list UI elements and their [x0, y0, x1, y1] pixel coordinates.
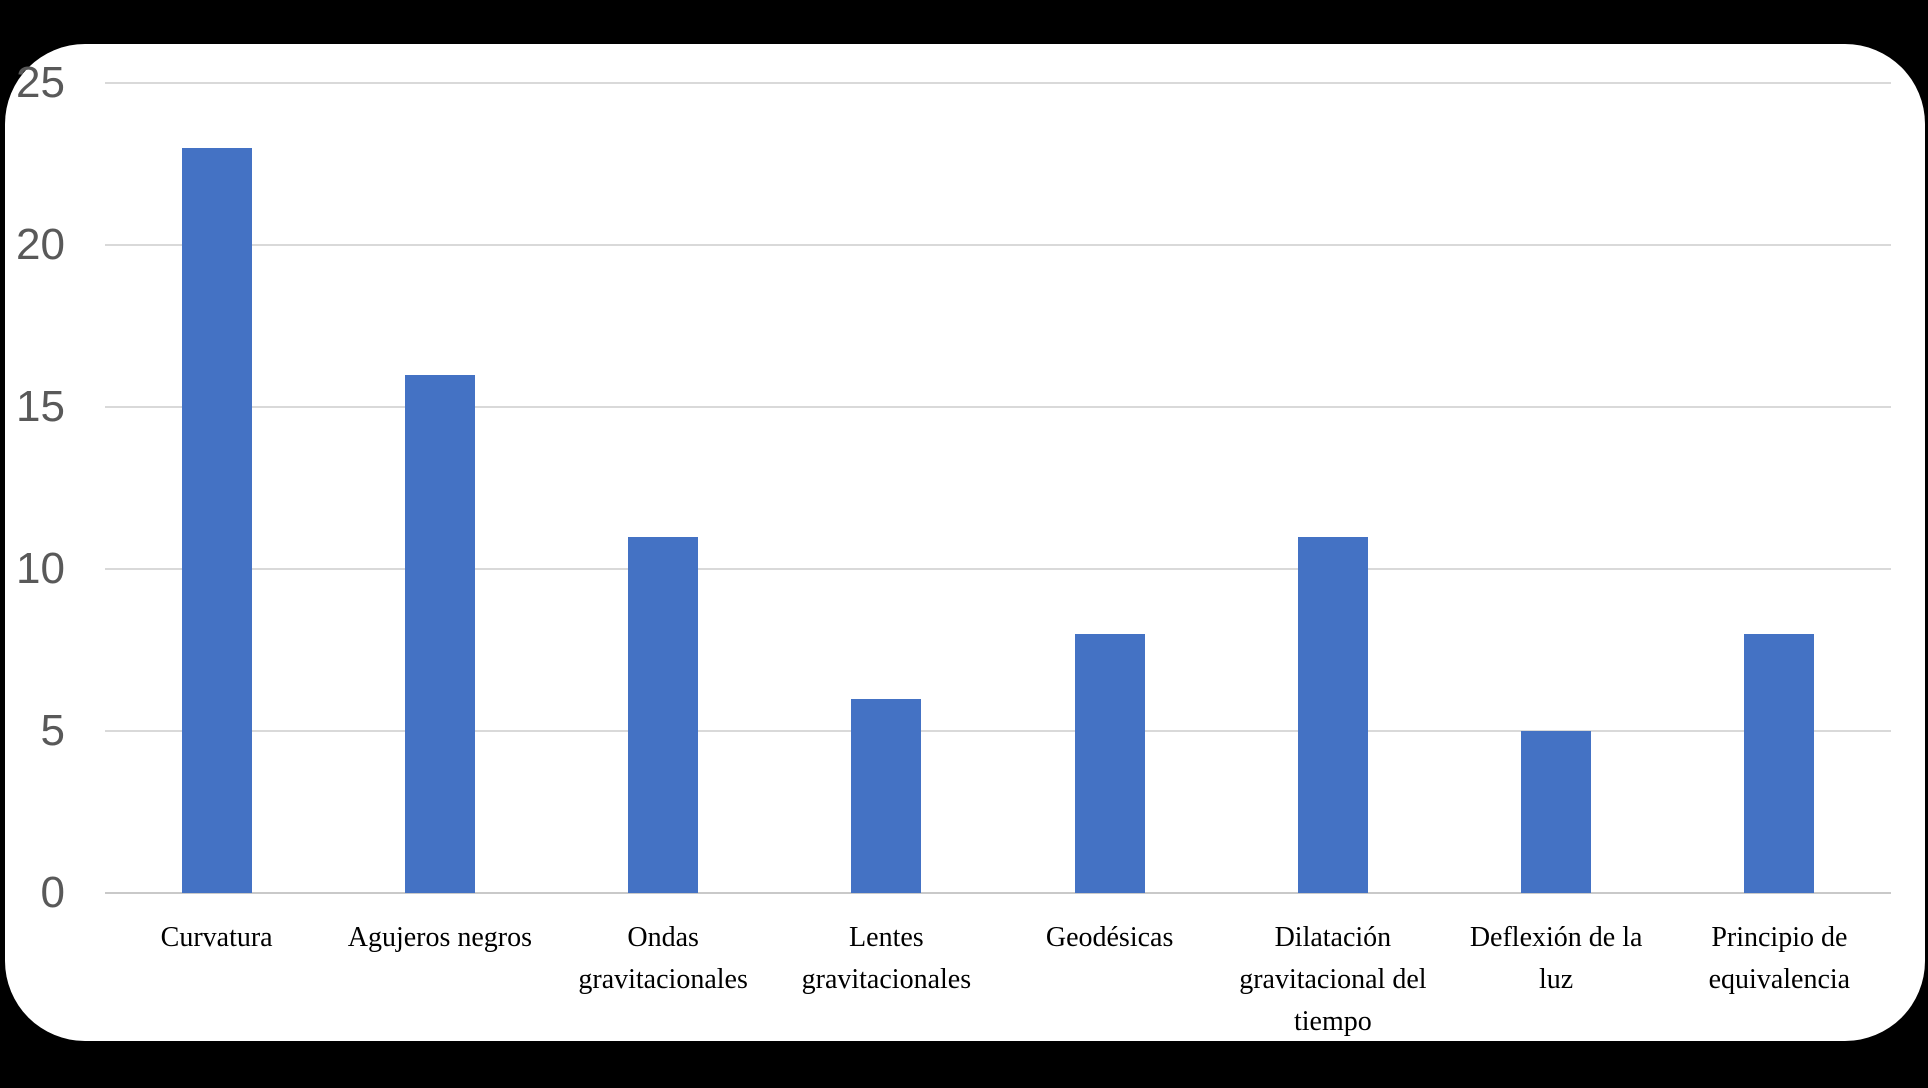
gridline-25	[105, 82, 1891, 84]
x-axis-label-4: Geodésicas	[1045, 922, 1174, 953]
bar-0	[181, 147, 252, 893]
bar-7	[1744, 633, 1815, 893]
y-axis-tick-label-15: 15	[16, 382, 65, 431]
x-axis-label-7: Principio de equivalencia	[1708, 922, 1851, 995]
bar-5	[1297, 536, 1368, 893]
x-axis-label-2: Ondas gravitacionales	[578, 922, 748, 995]
chart-card: Curvatura Agujeros negros Ondas gravitacio…	[5, 44, 1925, 1041]
bar-1	[404, 374, 475, 893]
gridline-15	[105, 406, 1891, 408]
x-axis-label-3: Lentes gravitacionales	[801, 922, 972, 995]
x-axis-label-1: Agujeros negros	[347, 922, 533, 953]
y-axis-tick-label-5: 5	[40, 706, 65, 755]
y-axis-tick-label-0: 0	[40, 868, 65, 917]
x-axis-label-0: Curvatura	[160, 922, 273, 953]
y-axis-tick-label-25: 25	[16, 58, 65, 107]
gridline-20	[105, 244, 1891, 246]
plot-area: Curvatura Agujeros negros Ondas gravitacio…	[16, 61, 1891, 1037]
gridline-10	[105, 568, 1891, 570]
bar-3	[851, 698, 922, 893]
y-axis-tick-label-10: 10	[16, 544, 65, 593]
gridline-5	[105, 730, 1891, 732]
x-axis-labels: Curvatura Agujeros negros Ondas gravitacio…	[105, 893, 1891, 1053]
gridline-0	[105, 892, 1891, 894]
x-axis-label-5: Dilatación gravitacional del tiempo	[1239, 922, 1427, 1037]
bar-2	[628, 536, 699, 893]
y-axis-tick-label-20: 20	[16, 220, 65, 269]
bar-4	[1074, 633, 1145, 893]
bar-6	[1521, 731, 1592, 893]
x-axis-label-6: Deflexión de la luz	[1469, 922, 1643, 995]
